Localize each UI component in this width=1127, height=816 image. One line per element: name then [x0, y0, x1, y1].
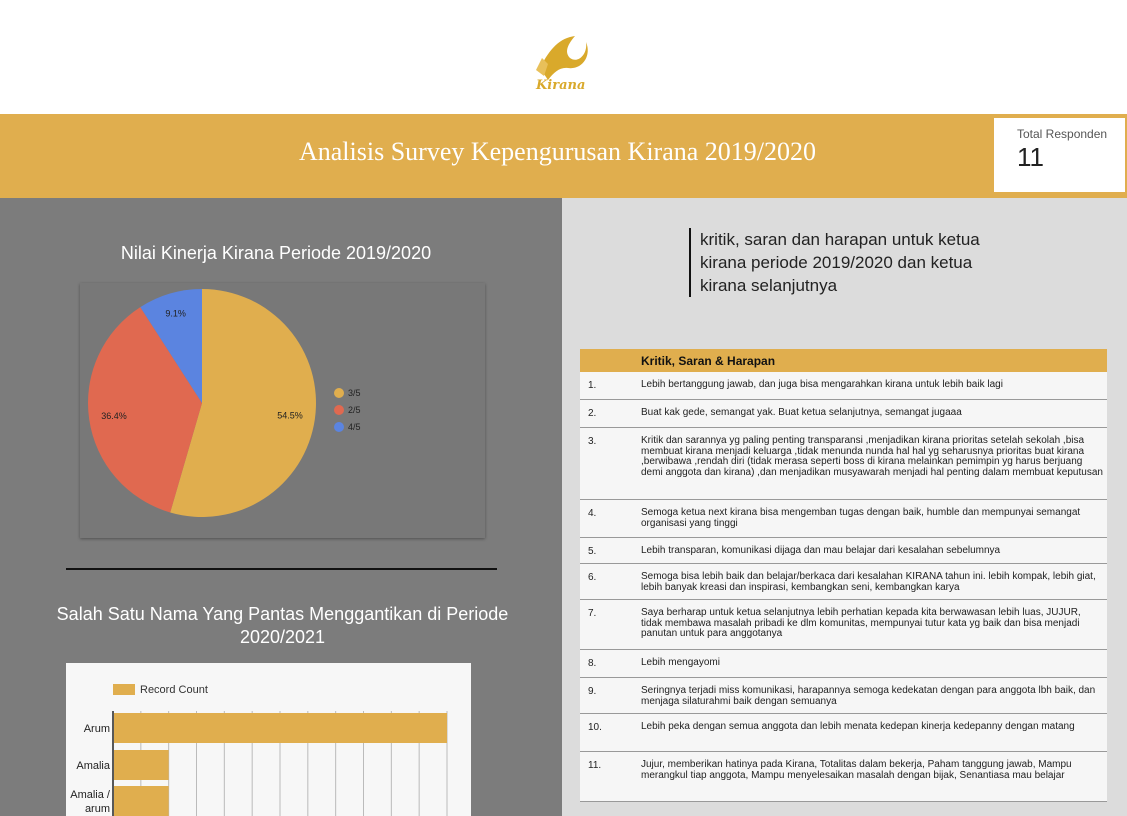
bar-amalia[interactable]: [114, 750, 169, 780]
row-text: Lebih transparan, komunikasi dijaga dan …: [641, 545, 1001, 556]
feedback-table: Kritik, Saran & Harapan 1. Lebih bertangg…: [580, 349, 1107, 802]
pie-chart-card: 54.5% 3/5 36.4% 2/5 9.1% 4/5: [80, 283, 485, 538]
table-row: 3. Kritik dan sarannya yg paling penting …: [580, 428, 1107, 500]
legend-swatch: [113, 684, 135, 695]
page-title: Analisis Survey Kepengurusan Kirana 2019…: [298, 137, 817, 166]
pie-slice-4-5[interactable]: [140, 289, 202, 403]
bar-chart-card: Record Count Arum Amalia Amalia / arum: [66, 663, 471, 816]
scorecard-value: 11: [1017, 142, 1044, 172]
section-divider: [66, 568, 497, 570]
row-text: Kritik dan sarannya yg paling penting tr…: [641, 435, 1103, 478]
total-responden-scorecard: [994, 118, 1125, 192]
legend-label: 2/5: [348, 405, 361, 415]
legend-label: Record Count: [140, 684, 208, 696]
row-text: Buat kak gede, semangat yak. Buat ketua …: [641, 407, 962, 418]
table-row: 8. Lebih mengayomi: [580, 650, 1107, 678]
legend-swatch: [334, 405, 344, 415]
header-banner: [0, 114, 1127, 198]
row-text: Lebih peka dengan semua anggota dan lebi…: [641, 721, 1075, 732]
table-row: 7. Saya berharap untuk ketua selanjutnya …: [580, 600, 1107, 650]
table-row: 11. Jujur, memberikan hatinya pada Kirana…: [580, 752, 1107, 802]
pie-slice-label: 54.5%: [277, 411, 303, 421]
row-text: Seringnya terjadi miss komunikasi, harap…: [641, 685, 1096, 707]
bar-amalia---arum[interactable]: [114, 786, 169, 816]
legend-swatch: [334, 422, 344, 432]
pie-slice-label: 9.1%: [165, 308, 186, 318]
table-row: 4. Semoga ketua next kirana bisa mengemba…: [580, 500, 1107, 538]
bar-chart[interactable]: Record Count Arum Amalia Amalia / arum: [66, 663, 471, 816]
category-label: Amalia: [76, 760, 111, 772]
row-text: Semoga ketua next kirana bisa mengemban …: [641, 507, 1081, 529]
row-number: 7.: [588, 608, 597, 619]
category-label: Arum: [84, 723, 110, 735]
row-text: Semoga bisa lebih baik dan belajar/berka…: [641, 571, 1096, 593]
row-number: 2.: [588, 408, 597, 419]
row-text: Lebih mengayomi: [641, 657, 720, 668]
kirana-logo: [536, 36, 588, 80]
row-number: 8.: [588, 658, 597, 669]
legend-label: 4/5: [348, 422, 361, 432]
pie-slice-label: 36.4%: [101, 411, 127, 421]
row-number: 3.: [588, 436, 597, 447]
row-text: Jujur, memberikan hatinya pada Kirana, T…: [641, 759, 1072, 781]
table-row: 10. Lebih peka dengan semua anggota dan l…: [580, 714, 1107, 752]
legend-label: 3/5: [348, 388, 361, 398]
table-row: 9. Seringnya terjadi miss komunikasi, har…: [580, 678, 1107, 714]
row-number: 4.: [588, 508, 597, 519]
row-number: 10.: [588, 722, 602, 733]
pie-slice-3-5[interactable]: [170, 289, 316, 517]
legend-swatch: [334, 388, 344, 398]
row-number: 11.: [588, 760, 602, 771]
row-number: 5.: [588, 546, 597, 557]
row-number: 9.: [588, 686, 597, 697]
table-header: Kritik, Saran & Harapan: [580, 349, 1107, 372]
bar-arum[interactable]: [114, 713, 447, 743]
table-row: 5. Lebih transparan, komunikasi dijaga da…: [580, 538, 1107, 564]
bar-chart-title: Salah Satu Nama Yang Pantas Menggantikan…: [56, 604, 509, 647]
category-label: Amalia /: [70, 789, 111, 801]
table-row: 2. Buat kak gede, semangat yak. Buat ketu…: [580, 400, 1107, 428]
row-text: Lebih bertanggung jawab, dan juga bisa m…: [641, 379, 1003, 390]
row-number: 1.: [588, 380, 597, 391]
question-text: kritik, saran dan harapan untuk ketua ki…: [689, 228, 1019, 297]
table-row: 6. Semoga bisa lebih baik dan belajar/ber…: [580, 564, 1107, 600]
row-number: 6.: [588, 572, 597, 583]
row-text: Saya berharap untuk ketua selanjutnya le…: [641, 607, 1081, 640]
pie-chart-title: Nilai Kinerja Kirana Periode 2019/2020: [120, 243, 432, 263]
table-body: 1. Lebih bertanggung jawab, dan juga bisa…: [580, 372, 1107, 802]
table-row: 1. Lebih bertanggung jawab, dan juga bisa…: [580, 372, 1107, 400]
pie-chart[interactable]: 54.5% 3/5 36.4% 2/5 9.1% 4/5: [80, 283, 485, 538]
scorecard-label: Total Responden: [1017, 127, 1108, 141]
table-header-label: Kritik, Saran & Harapan: [641, 354, 776, 368]
category-label: arum: [85, 803, 110, 815]
pie-slice-2-5[interactable]: [87, 307, 202, 513]
logo-text: Kirana: [536, 78, 586, 93]
